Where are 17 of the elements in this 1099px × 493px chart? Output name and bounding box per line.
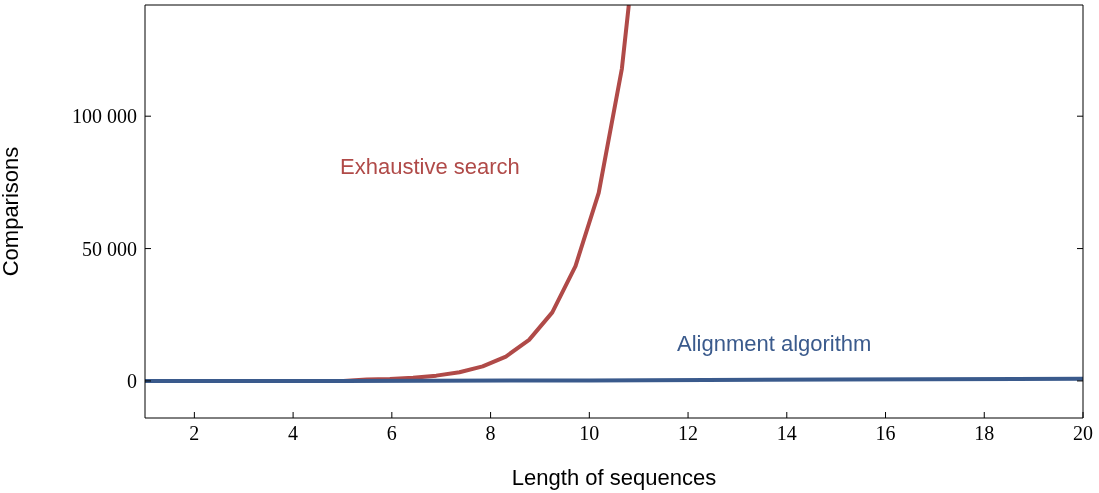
y-tick-label: 100 000 xyxy=(72,105,137,128)
x-tick-label: 12 xyxy=(678,422,699,445)
y-axis-title: Comparisons xyxy=(0,146,23,277)
x-axis-title: Length of sequences xyxy=(511,465,717,490)
x-tick-label: 18 xyxy=(974,422,995,445)
x-tick-label: 4 xyxy=(288,422,299,445)
x-tick-label: 6 xyxy=(386,422,397,445)
x-tick-label: 8 xyxy=(485,422,496,445)
x-tick-label: 20 xyxy=(1073,422,1093,445)
x-tick-label: 2 xyxy=(189,422,200,445)
series-label: Alignment algorithm xyxy=(677,331,872,357)
x-tick-label: 16 xyxy=(875,422,896,445)
text: Exhaustive search xyxy=(340,154,520,180)
y-tick-label: 0 xyxy=(127,370,137,393)
x-tick-label: 10 xyxy=(579,422,600,445)
x-tick-label: 14 xyxy=(776,422,797,445)
y-tick-label: 50 000 xyxy=(82,237,137,260)
